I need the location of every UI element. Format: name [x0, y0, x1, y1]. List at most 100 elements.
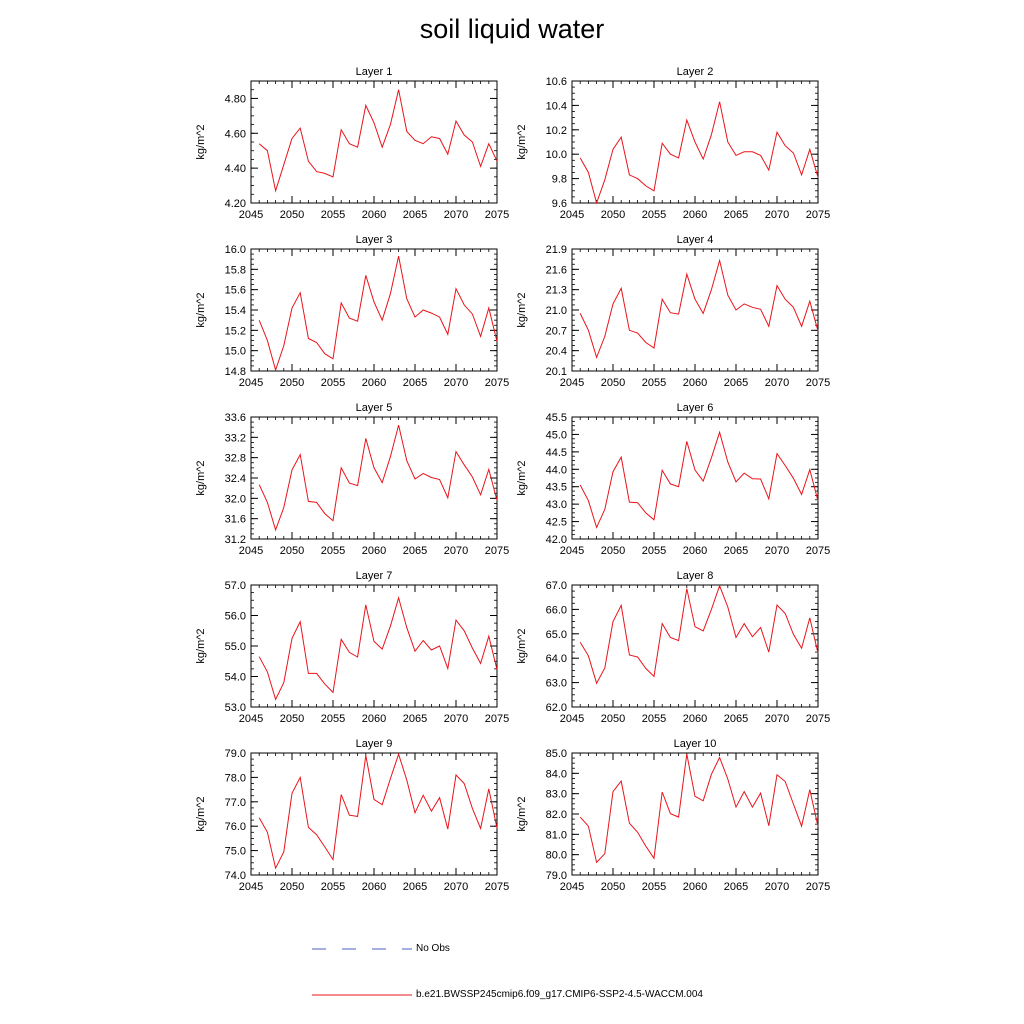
- y-tick-label: 32.0: [225, 493, 246, 505]
- y-tick-label: 20.1: [546, 366, 567, 378]
- series-line-model: [258, 255, 498, 372]
- x-tick-label: 2055: [642, 881, 666, 893]
- x-tick-label: 2065: [403, 209, 427, 221]
- x-tick-label: 2060: [683, 545, 707, 557]
- y-tick-label: 64.0: [546, 653, 567, 665]
- series-line-model: [579, 101, 819, 205]
- panel-layer-1: Layer 1 kg/m^2 2045 2050 2055 2060 2065 2070 207…: [195, 66, 509, 221]
- y-tick-label: 9.8: [552, 174, 567, 186]
- x-tick-label: 2065: [403, 881, 427, 893]
- y-tick-label: 43.0: [546, 499, 567, 511]
- x-tick-label: 2075: [485, 545, 509, 557]
- x-tick-label: 2075: [485, 377, 509, 389]
- y-tick-label: 10.0: [546, 149, 567, 161]
- x-tick-label: 2045: [239, 713, 263, 725]
- y-tick-label: 10.4: [546, 100, 567, 112]
- panel-layer-6: Layer 6 kg/m^2 2045 2050 2055 2060 2065 2070 207…: [516, 402, 830, 557]
- y-tick-label: 10.6: [546, 76, 567, 88]
- x-tick-label: 2070: [444, 881, 468, 893]
- x-tick-label: 2060: [362, 545, 386, 557]
- y-tick-label: 42.0: [546, 534, 567, 546]
- y-axis-label: kg/m^2: [516, 124, 528, 159]
- x-tick-label: 2075: [485, 209, 509, 221]
- y-tick-label: 84.0: [546, 768, 567, 780]
- y-tick-label: 65.0: [546, 629, 567, 641]
- x-tick-label: 2045: [560, 209, 584, 221]
- x-tick-label: 2050: [280, 209, 304, 221]
- y-axis-label: kg/m^2: [195, 796, 207, 831]
- panel-title: Layer 8: [677, 570, 714, 582]
- y-tick-label: 53.0: [225, 702, 246, 714]
- x-tick-label: 2070: [765, 377, 789, 389]
- series-line-model: [579, 430, 819, 529]
- y-tick-label: 15.4: [225, 305, 246, 317]
- panel-title: Layer 7: [356, 570, 393, 582]
- y-tick-label: 81.0: [546, 829, 567, 841]
- y-tick-label: 21.0: [546, 305, 567, 317]
- series-line-model: [579, 258, 819, 359]
- y-tick-label: 57.0: [225, 580, 246, 592]
- x-tick-label: 2065: [403, 377, 427, 389]
- panel-title: Layer 5: [356, 402, 393, 414]
- y-tick-label: 32.8: [225, 453, 246, 465]
- y-axis-label: kg/m^2: [516, 796, 528, 831]
- x-tick-label: 2075: [806, 209, 830, 221]
- panel-title: Layer 1: [356, 66, 393, 78]
- x-tick-label: 2065: [724, 209, 748, 221]
- y-axis-label: kg/m^2: [516, 292, 528, 327]
- series-line-model: [258, 89, 498, 193]
- y-tick-label: 15.2: [225, 325, 246, 337]
- x-tick-label: 2065: [403, 713, 427, 725]
- x-tick-label: 2070: [444, 713, 468, 725]
- y-tick-label: 31.2: [225, 534, 246, 546]
- y-tick-label: 16.0: [225, 244, 246, 256]
- y-tick-label: 67.0: [546, 580, 567, 592]
- x-tick-label: 2075: [806, 545, 830, 557]
- y-tick-label: 42.5: [546, 517, 567, 529]
- y-axis-label: kg/m^2: [195, 628, 207, 663]
- x-tick-label: 2050: [280, 377, 304, 389]
- x-tick-label: 2050: [601, 545, 625, 557]
- y-tick-label: 4.20: [225, 198, 246, 210]
- panel-title: Layer 4: [677, 234, 714, 246]
- y-tick-label: 21.3: [546, 285, 567, 297]
- x-tick-label: 2045: [560, 713, 584, 725]
- x-tick-label: 2060: [362, 377, 386, 389]
- y-tick-label: 63.0: [546, 678, 567, 690]
- x-tick-label: 2070: [444, 545, 468, 557]
- x-tick-label: 2050: [280, 713, 304, 725]
- y-tick-label: 80.0: [546, 850, 567, 862]
- x-tick-label: 2075: [806, 377, 830, 389]
- y-tick-label: 15.6: [225, 285, 246, 297]
- x-tick-label: 2060: [362, 209, 386, 221]
- x-tick-label: 2055: [642, 377, 666, 389]
- x-tick-label: 2060: [683, 209, 707, 221]
- x-tick-label: 2045: [560, 545, 584, 557]
- y-tick-label: 54.0: [225, 672, 246, 684]
- y-tick-label: 21.9: [546, 244, 567, 256]
- y-tick-label: 83.0: [546, 789, 567, 801]
- x-tick-label: 2065: [724, 377, 748, 389]
- x-tick-label: 2070: [765, 209, 789, 221]
- series-line-model: [258, 752, 498, 870]
- y-tick-label: 10.2: [546, 125, 567, 137]
- x-tick-label: 2060: [683, 881, 707, 893]
- y-tick-label: 77.0: [225, 797, 246, 809]
- panel-title: Layer 2: [677, 66, 714, 78]
- x-tick-label: 2065: [724, 713, 748, 725]
- series-line-model: [579, 753, 819, 864]
- x-tick-label: 2070: [444, 209, 468, 221]
- y-tick-label: 33.2: [225, 432, 246, 444]
- x-tick-label: 2060: [362, 881, 386, 893]
- panel-layer-5: Layer 5 kg/m^2 2045 2050 2055 2060 2065 2070 207…: [195, 402, 509, 557]
- x-tick-label: 2050: [601, 881, 625, 893]
- y-tick-label: 78.0: [225, 772, 246, 784]
- panel-title: Layer 9: [356, 738, 393, 750]
- y-tick-label: 62.0: [546, 702, 567, 714]
- y-tick-label: 44.0: [546, 464, 567, 476]
- y-tick-label: 4.80: [225, 93, 246, 105]
- x-tick-label: 2050: [601, 713, 625, 725]
